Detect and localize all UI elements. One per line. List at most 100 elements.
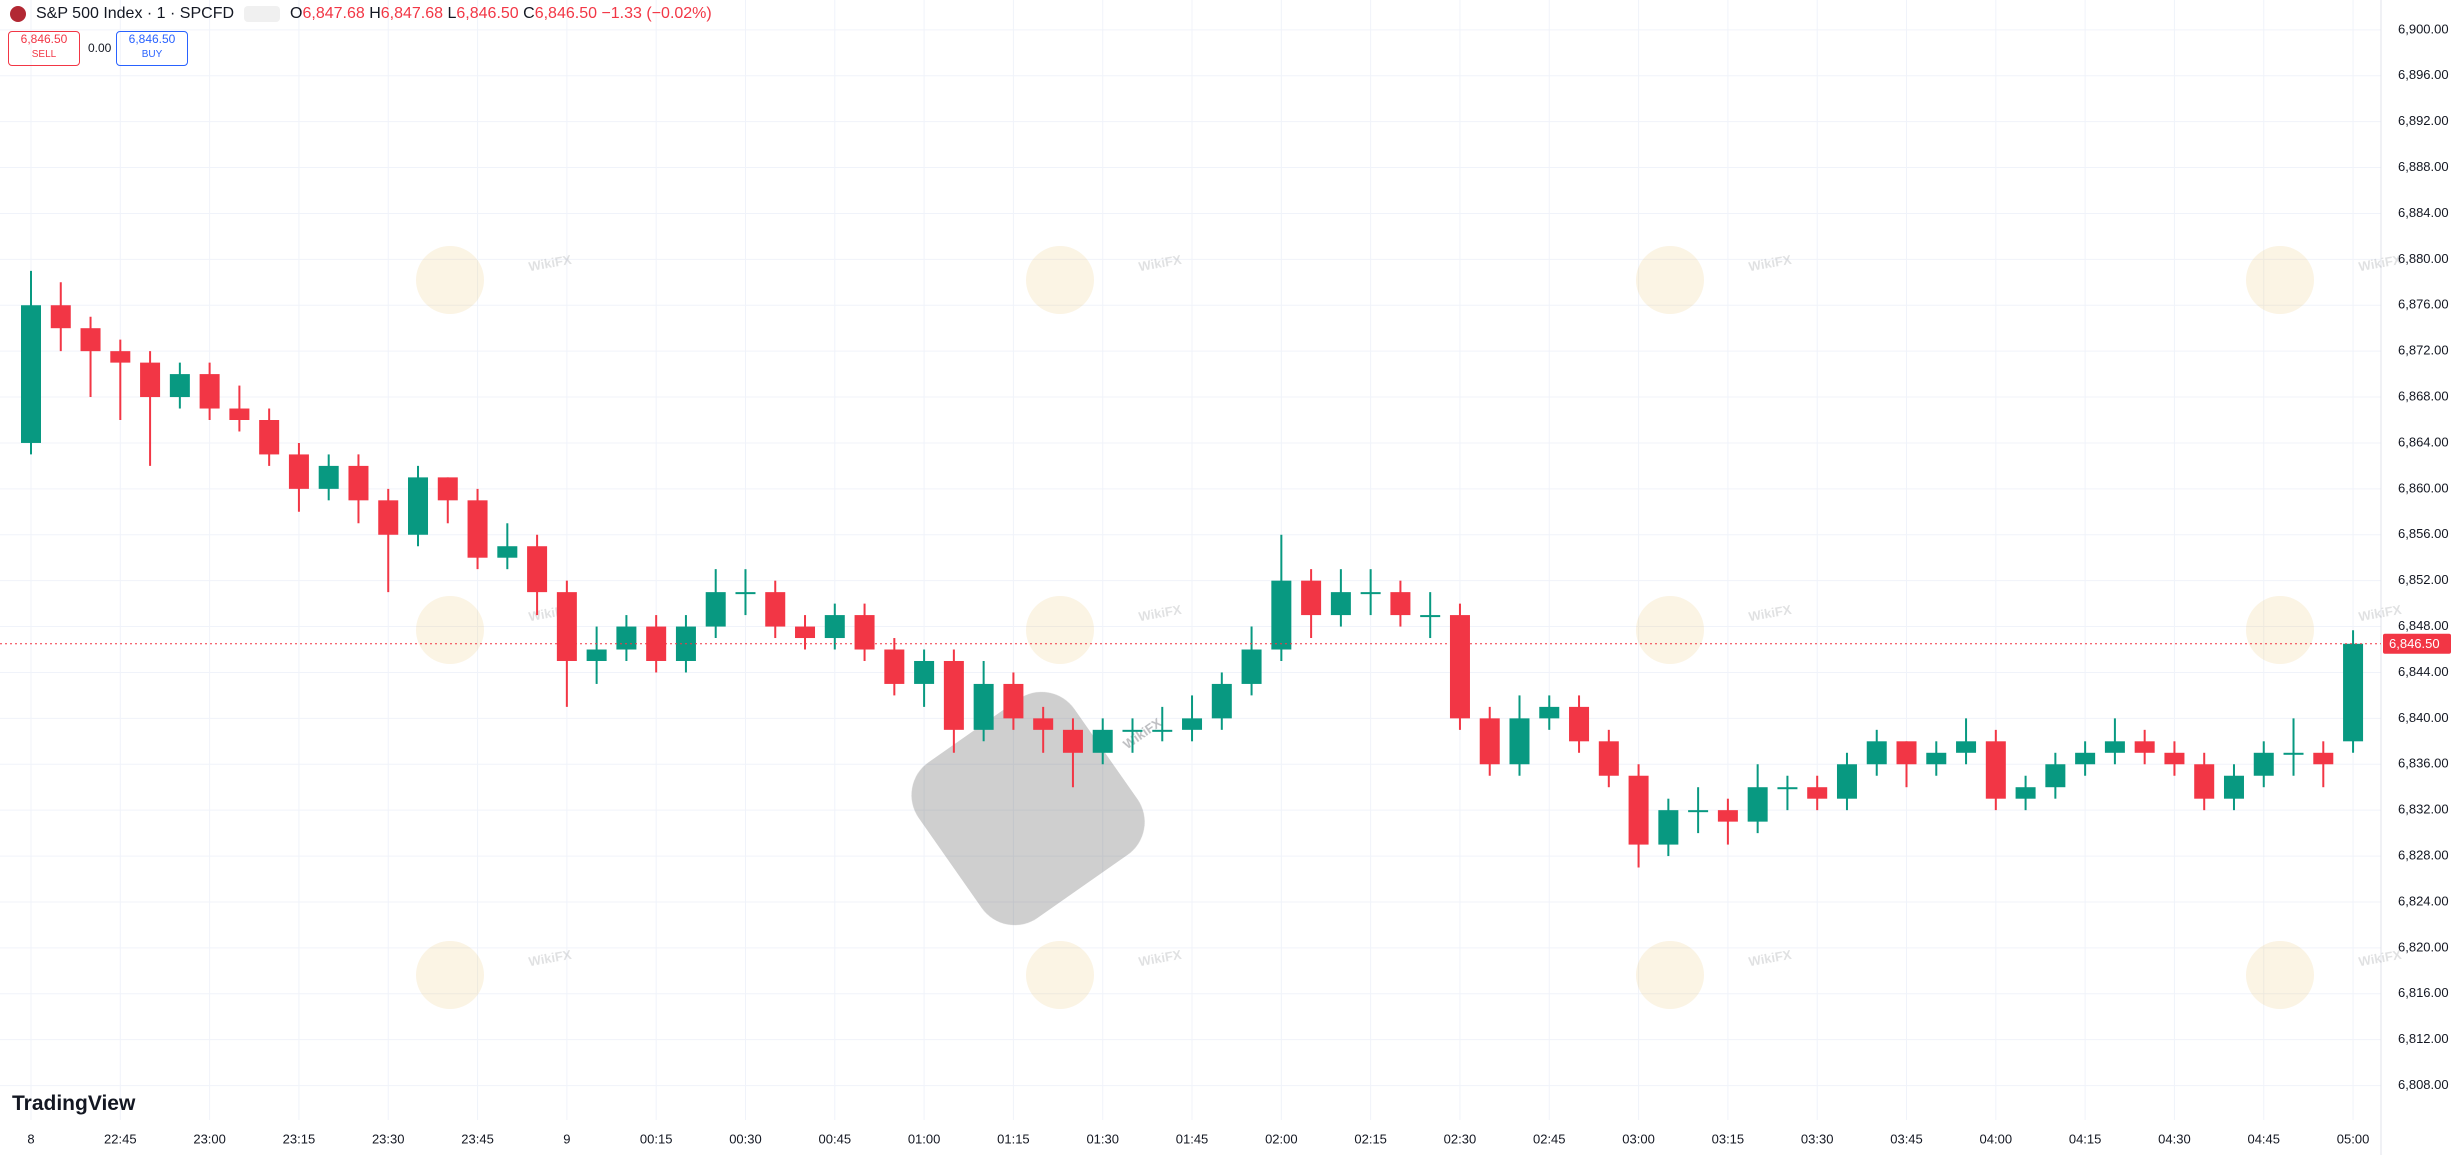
candle-body	[795, 626, 816, 639]
candle-body	[1301, 580, 1322, 616]
candle-body	[2343, 643, 2364, 742]
watermark-icon	[1636, 246, 1704, 314]
x-tick-label: 01:30	[1086, 1131, 1119, 1146]
candle-body	[1390, 592, 1411, 616]
watermark: WikiFX	[1747, 947, 1792, 969]
candle-body	[318, 465, 339, 489]
watermark-icon	[2246, 246, 2314, 314]
ohlc-key: O	[290, 5, 303, 22]
y-tick-label: 6,816.00	[2398, 985, 2449, 1000]
candle-body	[1420, 615, 1441, 618]
candle-body	[705, 592, 726, 627]
candle-body	[2253, 752, 2274, 776]
candle-body	[765, 592, 786, 627]
candle-body	[1211, 683, 1232, 719]
candle-body	[1777, 787, 1798, 790]
candle-body	[735, 592, 756, 595]
watermark: WikiFX	[1137, 602, 1182, 624]
y-tick-label: 6,872.00	[2398, 343, 2449, 358]
x-tick-label: 03:45	[1890, 1131, 1923, 1146]
candle-body	[1182, 718, 1203, 730]
watermarks: WikiFX WikiFX WikiFX WikiFX WikiFX WikiFX Wiki…	[416, 246, 2403, 1009]
x-tick-label: 04:00	[1980, 1131, 2013, 1146]
candle-body	[2075, 752, 2096, 765]
candle-body	[2283, 752, 2304, 755]
y-tick-label: 6,856.00	[2398, 526, 2449, 541]
icons[interactable]	[244, 6, 281, 22]
candle-body	[1985, 741, 2006, 799]
candle-body	[1628, 775, 1649, 845]
candle-body	[169, 374, 190, 398]
x-tick-label: 05:00	[2337, 1131, 2370, 1146]
candle-body	[1807, 787, 1828, 799]
watermark-icon	[1636, 941, 1704, 1009]
candle-body	[1688, 810, 1709, 813]
candle-body	[2045, 764, 2066, 788]
sell-button[interactable]: 6,846.50 SELL	[8, 31, 80, 66]
candle-body	[1033, 718, 1054, 730]
candle-body	[973, 683, 994, 730]
buy-label: BUY	[141, 49, 163, 60]
y-tick-label: 6,828.00	[2398, 848, 2449, 863]
ohlc-value: 6,846.50	[456, 5, 519, 22]
change: −1.33 (−0.02%)	[601, 5, 712, 22]
x-tick-label: 01:45	[1176, 1131, 1209, 1146]
watermark: WikiFX	[1120, 715, 1164, 752]
candle-body	[80, 328, 101, 352]
ohlc-key: L	[447, 5, 457, 22]
buy-button[interactable]: 6,846.50 BUY	[116, 31, 188, 66]
watermark-icon	[1026, 596, 1094, 664]
ohlc-key: C	[523, 5, 535, 22]
watermark: WikiFX	[1137, 252, 1182, 274]
symbol-icon	[10, 6, 26, 22]
sell-price: 6,846.50	[20, 32, 68, 46]
x-tick-label: 04:15	[2069, 1131, 2102, 1146]
last-price-tag	[2383, 633, 2451, 654]
x-tick-label: 00:15	[640, 1131, 673, 1146]
candle-body	[1866, 741, 1887, 765]
candle-body	[1360, 592, 1381, 595]
x-tick-label: 03:00	[1622, 1131, 1655, 1146]
candle-body	[943, 660, 964, 730]
ohlc-key: H	[369, 5, 381, 22]
candle-body	[1092, 729, 1113, 753]
y-tick-label: 6,880.00	[2398, 251, 2449, 266]
x-tick-label: 01:15	[997, 1131, 1030, 1146]
candle-body	[1569, 706, 1590, 742]
candle-body	[1717, 810, 1738, 822]
candle-body	[408, 477, 429, 535]
candle-body	[1539, 706, 1560, 719]
watermark: WikiFX	[527, 252, 572, 274]
y-tick-label: 6,900.00	[2398, 21, 2449, 36]
candle-body	[1152, 729, 1173, 732]
spread: 0.00	[88, 41, 112, 55]
candle-body	[556, 592, 577, 661]
x-tick-label: 23:30	[372, 1131, 405, 1146]
candle-body	[1747, 787, 1768, 822]
ohlc-value: 6,847.68	[380, 5, 444, 22]
y-tick-label: 6,888.00	[2398, 159, 2449, 174]
y-tick-label: 6,892.00	[2398, 113, 2449, 128]
candle-body	[259, 420, 280, 455]
candle-body	[1479, 718, 1500, 765]
candle-body	[824, 615, 845, 639]
candle-body	[348, 465, 369, 501]
watermark: WikiFX	[1747, 602, 1792, 624]
watermark-icon	[416, 246, 484, 314]
x-tick-label: 02:00	[1265, 1131, 1298, 1146]
candle-body	[140, 362, 161, 398]
x-tick-label: 9	[563, 1131, 570, 1146]
watermark-logo	[911, 691, 1145, 926]
y-tick-label: 6,820.00	[2398, 939, 2449, 954]
candle-body	[2134, 741, 2155, 753]
x-tick-label: 02:30	[1444, 1131, 1477, 1146]
watermark-icon	[1026, 246, 1094, 314]
candle-body	[110, 351, 131, 363]
candle-body	[1509, 718, 1530, 765]
tradingview-logo[interactable]: TradingView	[12, 1092, 136, 1115]
symbol-title[interactable]: S&P 500 Index · 1 · SPCFD	[36, 5, 235, 22]
candle-body	[1658, 810, 1679, 845]
x-tick-label: 00:45	[819, 1131, 852, 1146]
